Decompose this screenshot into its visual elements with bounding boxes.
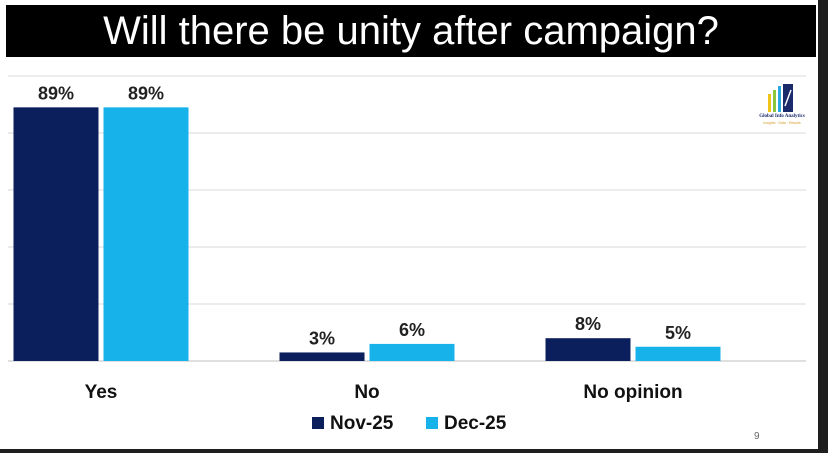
bar-dec-25-no-opinion	[635, 346, 721, 361]
slide-edge-bottom	[0, 449, 828, 453]
title-bar: Will there be unity after campaign?	[6, 5, 816, 57]
legend-label: Nov-25	[330, 413, 394, 434]
page-number: 9	[754, 431, 760, 442]
category-label: Yes	[85, 382, 118, 403]
category-label: No	[354, 382, 379, 403]
data-label: 89%	[38, 83, 74, 103]
bar-nov-25-no-opinion	[545, 338, 631, 361]
slide-edge	[818, 0, 828, 453]
data-label: 5%	[665, 323, 691, 343]
logo-tagline: Insights · Data · Results	[763, 121, 801, 125]
company-logo: Global Info Analytics Insights · Data · …	[748, 82, 816, 132]
category-label: No opinion	[583, 382, 682, 403]
legend-swatch	[426, 417, 438, 429]
chart-title: Will there be unity after campaign?	[103, 9, 719, 53]
logo-bars-icon	[768, 84, 793, 112]
data-label: 6%	[399, 320, 425, 340]
data-label: 3%	[309, 328, 335, 348]
legend-label: Dec-25	[444, 413, 507, 434]
bar-dec-25-yes	[103, 107, 189, 361]
legend-swatch	[312, 417, 324, 429]
logo-name: Global Info Analytics	[759, 114, 805, 119]
data-label: 89%	[128, 83, 164, 103]
data-label: 8%	[575, 314, 601, 334]
bar-nov-25-yes	[13, 107, 99, 361]
bar-dec-25-no	[369, 343, 455, 361]
bar-nov-25-no	[279, 352, 365, 361]
